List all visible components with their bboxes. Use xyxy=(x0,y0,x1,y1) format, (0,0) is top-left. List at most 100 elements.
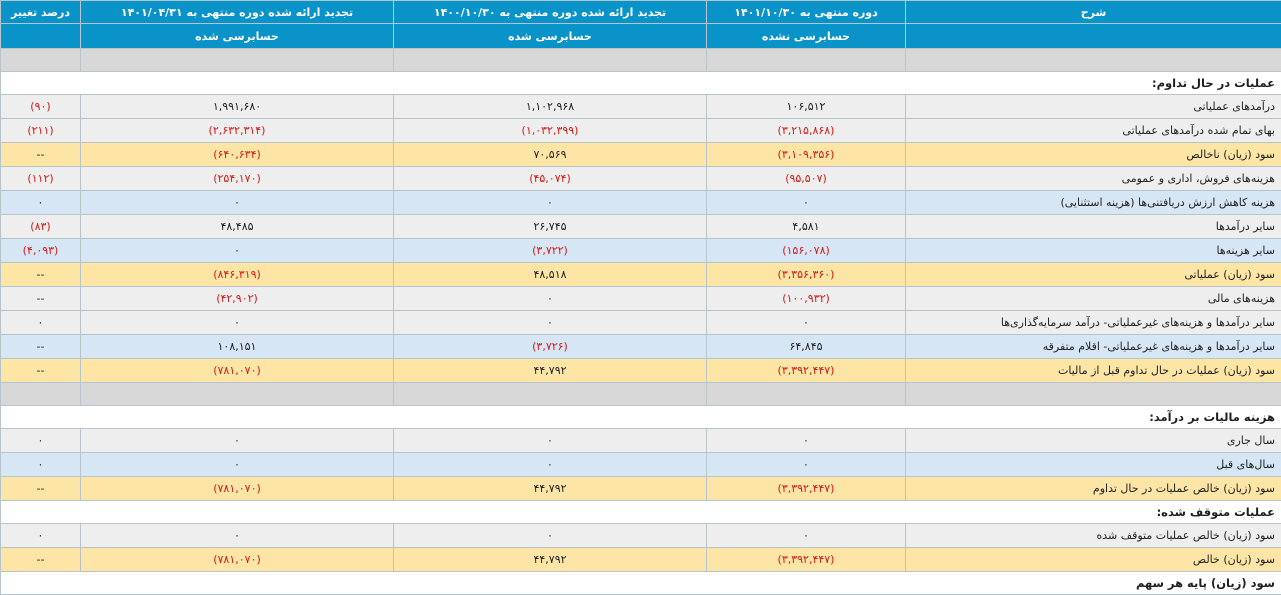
value-cell-b: ۴۴,۷۹۲ xyxy=(394,477,707,501)
row-label: سود (زیان) خالص xyxy=(906,548,1281,572)
row-label: سایر هزینه‌ها xyxy=(906,239,1281,263)
value-cell-a: (۷۸۱,۰۷۰) xyxy=(81,548,394,572)
value-cell-b: ۴۴,۷۹۲ xyxy=(394,359,707,383)
header-row: درصد تغییر تجدید ارائه شده دوره منتهی به… xyxy=(1,1,1281,24)
value-cell-b: (۳,۷۲۶) xyxy=(394,335,707,359)
sub-c: حسابرسی نشده xyxy=(707,24,906,49)
value-cell-c: (۹۵,۵۰۷) xyxy=(707,167,906,191)
row-label: بهای تمام شده درآمدهای عملیاتی xyxy=(906,119,1281,143)
table-row: (۴,۰۹۳)۰(۳,۷۲۲)(۱۵۶,۰۷۸)سایر هزینه‌ها xyxy=(1,239,1281,263)
value-cell-a: ۰ xyxy=(81,453,394,477)
pct-change-cell: -- xyxy=(1,477,81,501)
value-cell-a: (۲۵۴,۱۷۰) xyxy=(81,167,394,191)
value-cell-b: (۱,۰۳۲,۳۹۹) xyxy=(394,119,707,143)
value-cell-b: (۳,۷۲۲) xyxy=(394,239,707,263)
table-row: --(۴۲,۹۰۲)۰(۱۰۰,۹۳۲)هزینه‌های مالی xyxy=(1,287,1281,311)
pct-change-cell: ۰ xyxy=(1,453,81,477)
pct-change-cell: ۰ xyxy=(1,524,81,548)
value-cell-b: ۰ xyxy=(394,429,707,453)
pct-change-cell: (۸۳) xyxy=(1,215,81,239)
pct-change-cell: -- xyxy=(1,548,81,572)
value-cell-b: (۴۵,۰۷۴) xyxy=(394,167,707,191)
value-cell-b: ۰ xyxy=(394,524,707,548)
row-label: درآمدهای عملیاتی xyxy=(906,95,1281,119)
value-cell-c: ۶۴,۸۴۵ xyxy=(707,335,906,359)
row-label: سود (زیان) عملیات در حال تداوم قبل از ما… xyxy=(906,359,1281,383)
table-row: --(۷۸۱,۰۷۰)۴۴,۷۹۲(۳,۳۹۲,۴۴۷)سود (زیان) خ… xyxy=(1,548,1281,572)
row-label: سود (زیان) خالص عملیات در حال تداوم xyxy=(906,477,1281,501)
value-cell-c: (۳,۳۹۲,۴۴۷) xyxy=(707,548,906,572)
value-cell-b: ۴۴,۷۹۲ xyxy=(394,548,707,572)
col-desc-header[interactable]: شرح xyxy=(906,1,1281,24)
spacer-row xyxy=(1,383,1281,406)
value-cell-b: ۷۰,۵۶۹ xyxy=(394,143,707,167)
value-cell-b: ۴۸,۵۱۸ xyxy=(394,263,707,287)
col-b-header[interactable]: تجدید ارائه شده دوره منتهی به ۱۴۰۰/۱۰/۳۰ xyxy=(394,1,707,24)
value-cell-a: ۱۰۸,۱۵۱ xyxy=(81,335,394,359)
row-label: سود (زیان) ناخالص xyxy=(906,143,1281,167)
pct-change-cell: (۹۰) xyxy=(1,95,81,119)
table-row: --(۸۴۶,۳۱۹)۴۸,۵۱۸(۳,۳۵۶,۳۶۰)سود (زیان) ع… xyxy=(1,263,1281,287)
table-row: (۱۱۲)(۲۵۴,۱۷۰)(۴۵,۰۷۴)(۹۵,۵۰۷)هزینه‌های … xyxy=(1,167,1281,191)
value-cell-a: ۴۸,۴۸۵ xyxy=(81,215,394,239)
section-title: سود (زیان) پایه هر سهم xyxy=(1,572,1281,595)
row-label: هزینه‌های فروش، اداری و عمومی xyxy=(906,167,1281,191)
value-cell-c: ۰ xyxy=(707,311,906,335)
row-label: سایر درآمدها و هزینه‌های غیرعملیاتی- درآ… xyxy=(906,311,1281,335)
value-cell-c: (۳,۳۹۲,۴۴۷) xyxy=(707,359,906,383)
value-cell-a: ۰ xyxy=(81,429,394,453)
sub-a: حسابرسی شده xyxy=(81,24,394,49)
pct-change-cell: (۱۱۲) xyxy=(1,167,81,191)
value-cell-a: (۶۴۰,۶۳۴) xyxy=(81,143,394,167)
value-cell-c: ۰ xyxy=(707,429,906,453)
section-title: عملیات متوقف شده: xyxy=(1,501,1281,524)
value-cell-c: ۰ xyxy=(707,524,906,548)
value-cell-c: (۱۵۶,۰۷۸) xyxy=(707,239,906,263)
row-label: هزینه کاهش ارزش دریافتنی‌ها (هزینه استثن… xyxy=(906,191,1281,215)
value-cell-a: (۷۸۱,۰۷۰) xyxy=(81,359,394,383)
pct-change-cell: -- xyxy=(1,359,81,383)
sub-pct xyxy=(1,24,81,49)
value-cell-a: (۴۲,۹۰۲) xyxy=(81,287,394,311)
value-cell-c: (۳,۳۵۶,۳۶۰) xyxy=(707,263,906,287)
value-cell-a: ۱,۹۹۱,۶۸۰ xyxy=(81,95,394,119)
value-cell-b: ۰ xyxy=(394,191,707,215)
row-label: سال‌های قبل xyxy=(906,453,1281,477)
value-cell-a: (۲,۶۳۲,۳۱۴) xyxy=(81,119,394,143)
pct-change-cell: -- xyxy=(1,287,81,311)
section-title: هزینه مالیات بر درآمد: xyxy=(1,406,1281,429)
row-label: سود (زیان) عملیاتی xyxy=(906,263,1281,287)
row-label: سایر درآمدها xyxy=(906,215,1281,239)
pct-change-cell: ۰ xyxy=(1,191,81,215)
row-label: هزینه‌های مالی xyxy=(906,287,1281,311)
row-label: سال جاری xyxy=(906,429,1281,453)
col-pct-header[interactable]: درصد تغییر xyxy=(1,1,81,24)
sub-desc xyxy=(906,24,1281,49)
value-cell-b: ۱,۱۰۲,۹۶۸ xyxy=(394,95,707,119)
value-cell-b: ۰ xyxy=(394,453,707,477)
col-c-header[interactable]: دوره منتهی به ۱۴۰۱/۱۰/۳۰ xyxy=(707,1,906,24)
value-cell-b: ۲۶,۷۴۵ xyxy=(394,215,707,239)
sub-b: حسابرسی شده xyxy=(394,24,707,49)
row-label: سایر درآمدها و هزینه‌های غیرعملیاتی- اقل… xyxy=(906,335,1281,359)
value-cell-c: (۳,۳۹۲,۴۴۷) xyxy=(707,477,906,501)
value-cell-a: ۰ xyxy=(81,191,394,215)
value-cell-a: ۰ xyxy=(81,524,394,548)
table-row: (۲۱۱)(۲,۶۳۲,۳۱۴)(۱,۰۳۲,۳۹۹)(۳,۲۱۵,۸۶۸)به… xyxy=(1,119,1281,143)
value-cell-a: ۰ xyxy=(81,239,394,263)
spacer-row xyxy=(1,49,1281,72)
value-cell-c: (۱۰۰,۹۳۲) xyxy=(707,287,906,311)
section-row: عملیات متوقف شده: xyxy=(1,501,1281,524)
pct-change-cell: ۰ xyxy=(1,311,81,335)
col-a-header[interactable]: تجدید ارائه شده دوره منتهی به ۱۴۰۱/۰۴/۳۱ xyxy=(81,1,394,24)
table-row: --(۶۴۰,۶۳۴)۷۰,۵۶۹(۳,۱۰۹,۳۵۶)سود (زیان) ن… xyxy=(1,143,1281,167)
value-cell-b: ۰ xyxy=(394,311,707,335)
